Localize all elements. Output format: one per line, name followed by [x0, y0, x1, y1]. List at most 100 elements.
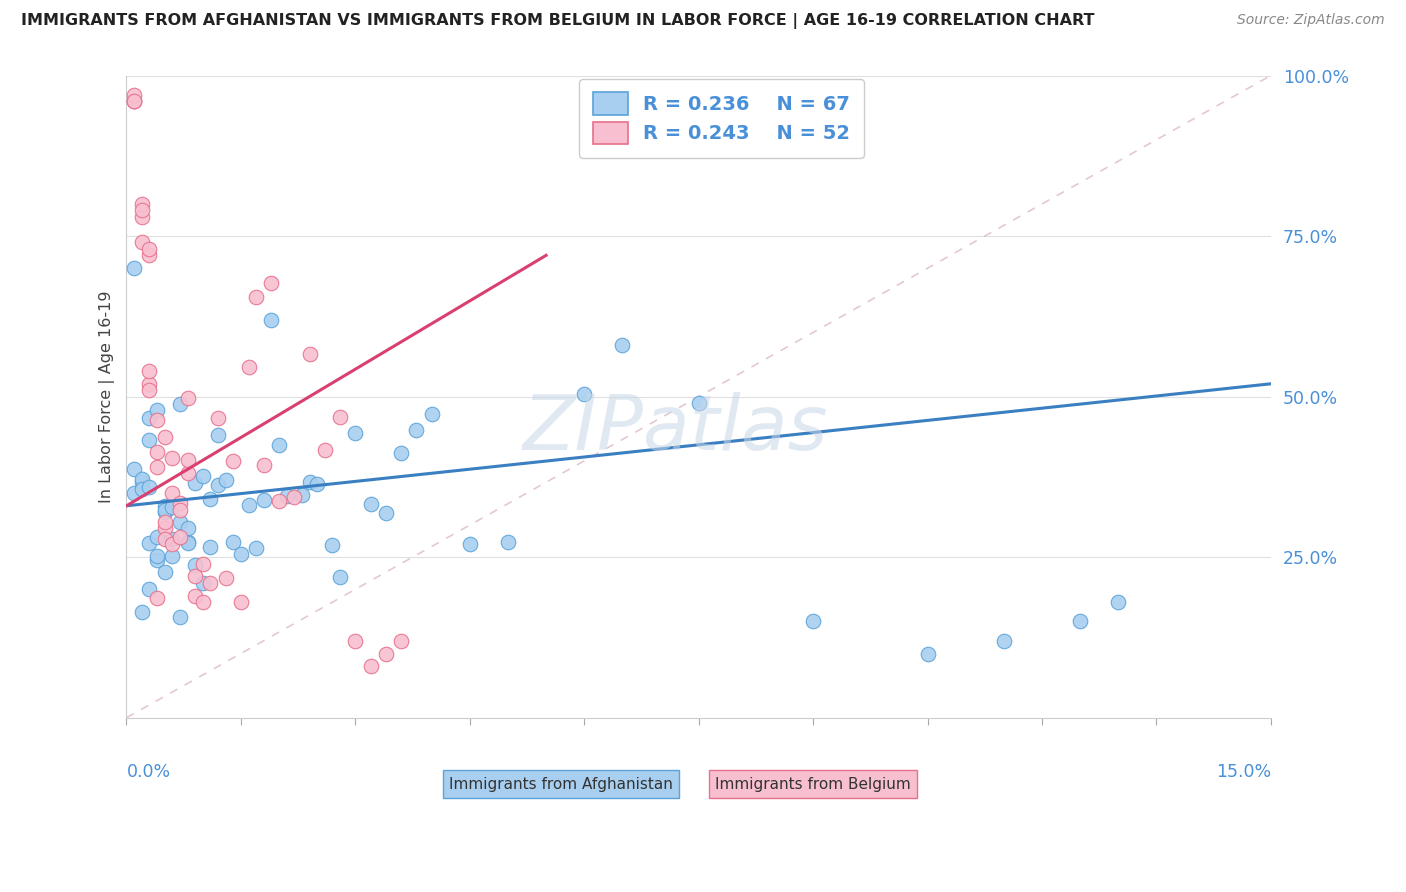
Text: 0.0%: 0.0% — [127, 763, 170, 780]
Text: 15.0%: 15.0% — [1216, 763, 1271, 780]
Point — [176, 453, 198, 467]
Point — [162, 500, 184, 514]
Point — [146, 549, 169, 563]
Point — [146, 531, 169, 545]
Point — [153, 503, 176, 517]
Point — [162, 486, 184, 500]
Point — [138, 433, 160, 447]
Point — [260, 312, 283, 326]
Point — [146, 403, 169, 417]
Point — [229, 595, 252, 609]
Point — [329, 570, 352, 584]
Point — [276, 489, 298, 503]
Point — [184, 569, 207, 583]
Point — [122, 261, 145, 276]
Point — [1069, 615, 1091, 629]
Point — [169, 515, 191, 529]
Point — [801, 615, 824, 629]
Point — [307, 477, 329, 491]
Legend: R = 0.236    N = 67, R = 0.243    N = 52: R = 0.236 N = 67, R = 0.243 N = 52 — [579, 78, 863, 158]
Point — [574, 386, 596, 401]
Point — [253, 458, 276, 472]
Point — [238, 498, 260, 512]
Point — [374, 506, 396, 520]
Point — [298, 475, 321, 490]
Point — [122, 94, 145, 108]
Point — [688, 396, 710, 410]
Point — [131, 475, 153, 489]
Point — [131, 235, 153, 250]
Point — [214, 571, 236, 585]
Point — [162, 532, 184, 546]
Point — [138, 582, 160, 597]
Point — [138, 376, 160, 391]
Point — [321, 538, 343, 552]
Point — [153, 515, 176, 529]
Point — [153, 521, 176, 535]
Point — [169, 609, 191, 624]
Point — [169, 530, 191, 544]
Point — [138, 536, 160, 550]
Point — [200, 575, 222, 590]
Point — [153, 505, 176, 519]
Point — [146, 591, 169, 606]
Point — [260, 277, 283, 291]
Point — [612, 338, 634, 352]
Point — [176, 535, 198, 549]
Y-axis label: In Labor Force | Age 16-19: In Labor Force | Age 16-19 — [100, 291, 115, 503]
Point — [138, 410, 160, 425]
Point — [360, 497, 382, 511]
Point — [1107, 595, 1129, 609]
Point — [162, 537, 184, 551]
Point — [138, 248, 160, 262]
Point — [283, 491, 305, 505]
Point — [207, 410, 229, 425]
Point — [131, 210, 153, 224]
Point — [214, 473, 236, 487]
Point — [207, 478, 229, 492]
Text: IMMIGRANTS FROM AFGHANISTAN VS IMMIGRANTS FROM BELGIUM IN LABOR FORCE | AGE 16-1: IMMIGRANTS FROM AFGHANISTAN VS IMMIGRANT… — [21, 13, 1095, 29]
Point — [184, 589, 207, 603]
Point — [131, 197, 153, 211]
Point — [420, 407, 443, 421]
Text: Source: ZipAtlas.com: Source: ZipAtlas.com — [1237, 13, 1385, 28]
Point — [153, 499, 176, 513]
Point — [176, 534, 198, 549]
Point — [207, 428, 229, 442]
Point — [169, 502, 191, 516]
Point — [344, 633, 367, 648]
Point — [222, 454, 245, 468]
Point — [329, 409, 352, 424]
Point — [191, 595, 214, 609]
Point — [169, 496, 191, 510]
Point — [344, 425, 367, 440]
Point — [131, 605, 153, 619]
Point — [146, 445, 169, 459]
Point — [191, 468, 214, 483]
Point — [122, 462, 145, 476]
Point — [222, 535, 245, 549]
Point — [191, 576, 214, 591]
Point — [146, 412, 169, 426]
Point — [138, 383, 160, 397]
Text: ZIPatlas: ZIPatlas — [523, 392, 828, 466]
Point — [314, 443, 336, 458]
Point — [153, 533, 176, 547]
Point — [122, 485, 145, 500]
Point — [122, 94, 145, 108]
Point — [200, 492, 222, 507]
Point — [176, 391, 198, 405]
Point — [253, 493, 276, 508]
Point — [146, 459, 169, 474]
Point — [153, 430, 176, 444]
Point — [267, 438, 290, 452]
Point — [122, 87, 145, 102]
Point — [176, 521, 198, 535]
Point — [146, 553, 169, 567]
Point — [238, 359, 260, 374]
Point — [138, 242, 160, 256]
Point — [298, 347, 321, 361]
Text: Immigrants from Belgium: Immigrants from Belgium — [716, 777, 911, 791]
Point — [162, 549, 184, 563]
Point — [184, 475, 207, 490]
